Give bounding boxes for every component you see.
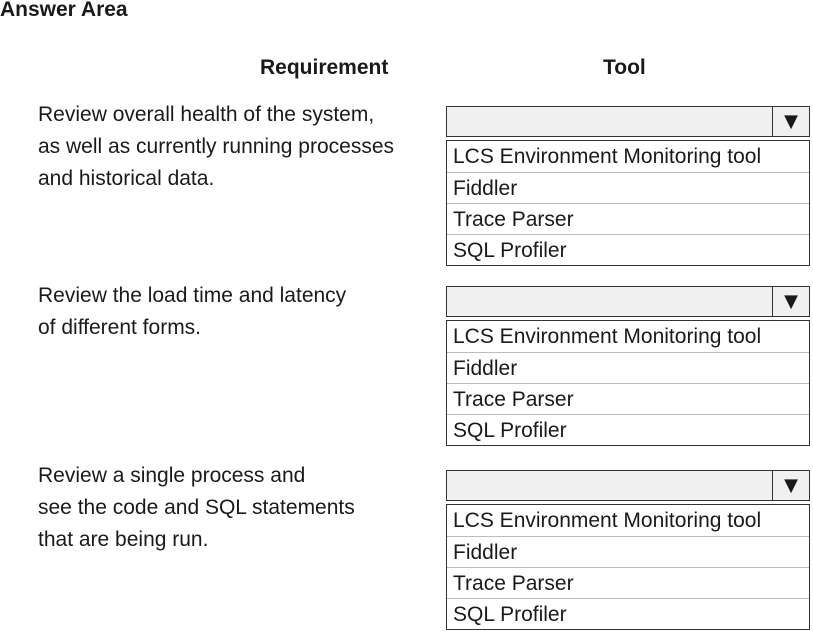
tool-header: Tool <box>603 56 646 79</box>
dropdown-arrow-icon[interactable]: ▼ <box>772 471 809 500</box>
dropdown-option[interactable]: Trace Parser <box>447 203 809 234</box>
dropdown-option[interactable]: SQL Profiler <box>447 234 809 265</box>
dropdown-arrow-icon[interactable]: ▼ <box>772 287 809 316</box>
tool-dropdown: ▼ LCS Environment Monitoring tool Fiddler T… <box>446 286 810 446</box>
dropdown-option[interactable]: SQL Profiler <box>447 414 809 445</box>
answer-area-title: Answer Area <box>0 0 128 21</box>
requirement-text: Review the load time and latency of diffe… <box>38 280 346 344</box>
dropdown-arrow-icon[interactable]: ▼ <box>772 107 809 136</box>
dropdown-options: LCS Environment Monitoring tool Fiddler Tr… <box>446 140 810 266</box>
tool-dropdown: ▼ LCS Environment Monitoring tool Fiddler T… <box>446 470 810 630</box>
tool-dropdown: ▼ LCS Environment Monitoring tool Fiddler T… <box>446 106 810 266</box>
requirement-line: Review a single process and <box>38 464 306 487</box>
dropdown-options: LCS Environment Monitoring tool Fiddler Tr… <box>446 504 810 630</box>
dropdown-option[interactable]: LCS Environment Monitoring tool <box>453 145 762 168</box>
requirement-line: as well as currently running processes <box>38 135 394 158</box>
requirement-line: Review the load time and latency <box>38 284 347 307</box>
dropdown-option[interactable]: SQL Profiler <box>447 598 809 629</box>
dropdown-option[interactable]: Trace Parser <box>447 383 809 414</box>
dropdown-options: LCS Environment Monitoring tool Fiddler Tr… <box>446 320 810 446</box>
dropdown-option[interactable]: Fiddler <box>447 536 809 567</box>
dropdown-option[interactable]: Fiddler <box>447 352 809 383</box>
requirement-line: Review overall health of the system, <box>38 103 375 126</box>
dropdown-select[interactable]: ▼ <box>446 470 810 501</box>
requirement-header: Requirement <box>260 56 389 79</box>
dropdown-option[interactable]: LCS Environment Monitoring tool <box>453 509 762 532</box>
requirement-line: that are being run. <box>38 528 209 551</box>
requirement-line: and historical data. <box>38 167 215 190</box>
dropdown-select[interactable]: ▼ <box>446 106 810 137</box>
dropdown-option[interactable]: Fiddler <box>447 172 809 203</box>
requirement-text: Review a single process and see the code … <box>38 460 355 556</box>
requirement-line: of different forms. <box>38 316 202 339</box>
dropdown-option[interactable]: LCS Environment Monitoring tool <box>453 325 762 348</box>
dropdown-select[interactable]: ▼ <box>446 286 810 317</box>
requirement-line: see the code and SQL statements <box>38 496 355 519</box>
requirement-text: Review overall health of the system, as w… <box>38 99 394 195</box>
dropdown-option[interactable]: Trace Parser <box>447 567 809 598</box>
